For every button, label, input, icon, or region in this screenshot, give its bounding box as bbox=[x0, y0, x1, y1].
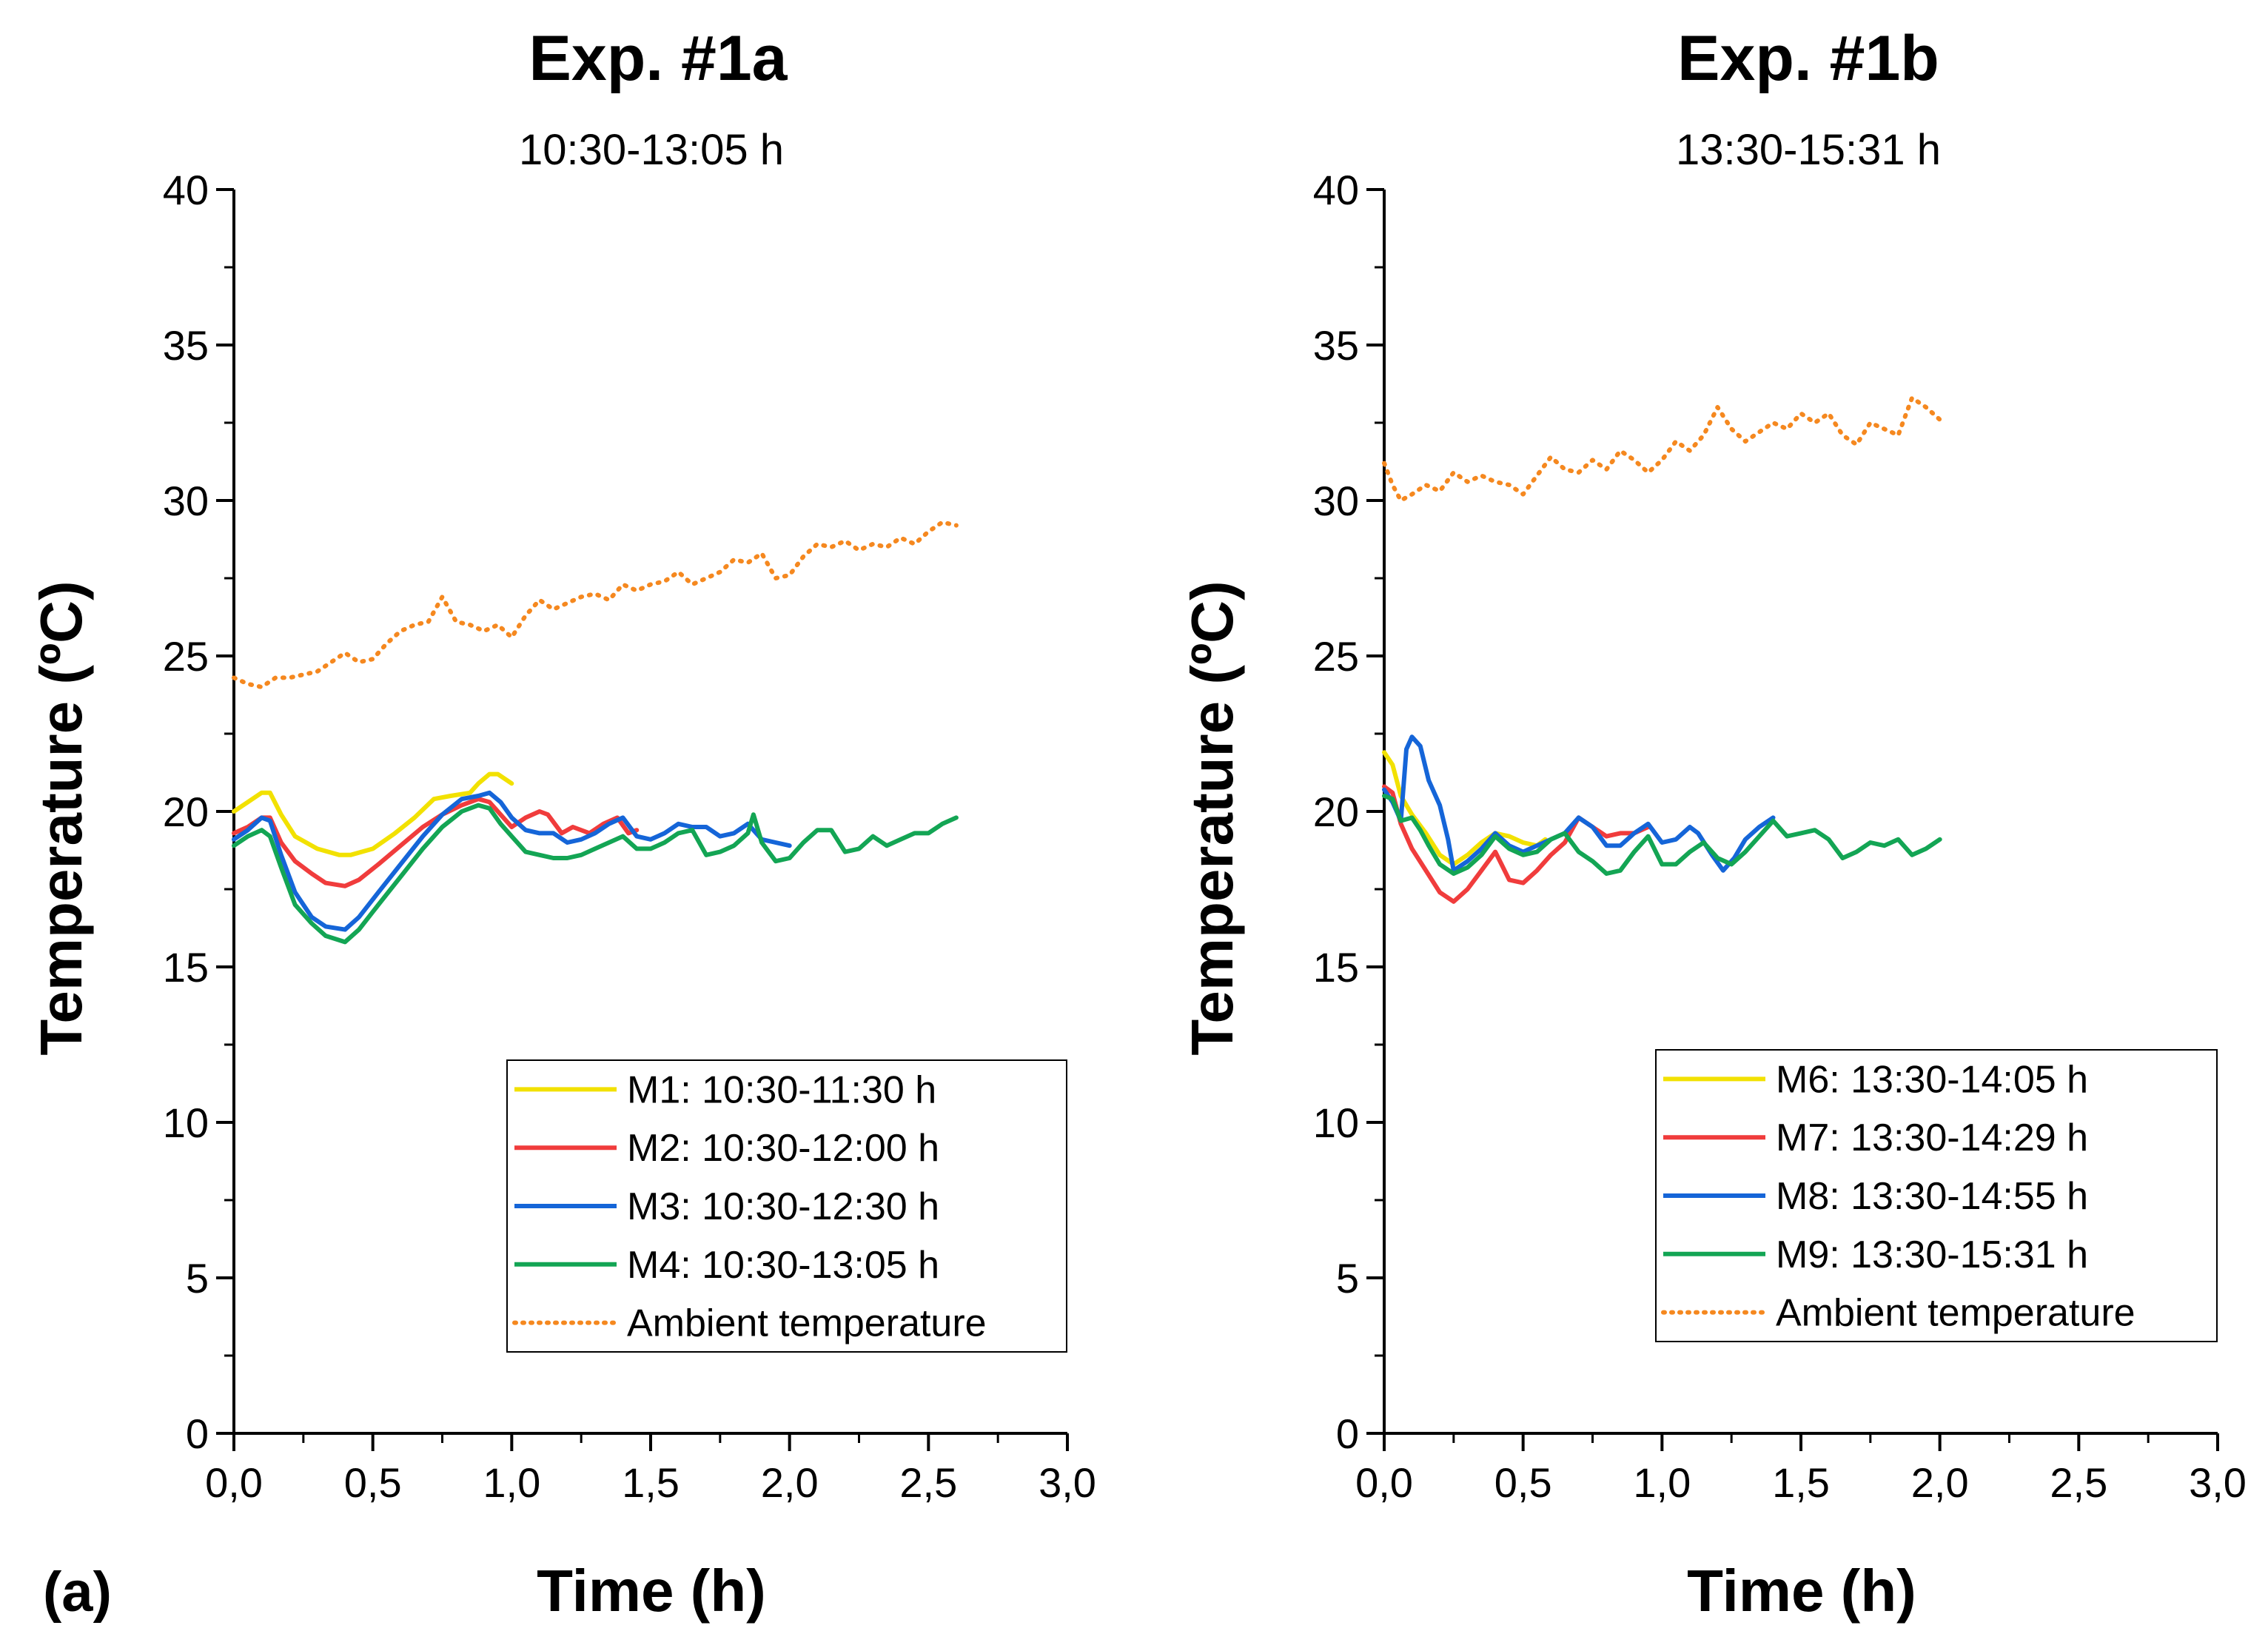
chart-subtitle: 13:30-15:31 h bbox=[1676, 126, 1941, 174]
legend-label: M9: 13:30-15:31 h bbox=[1776, 1233, 2088, 1276]
y-tick-label: 30 bbox=[163, 478, 209, 524]
series-layer bbox=[1382, 395, 1942, 904]
series-line bbox=[1382, 794, 1942, 876]
x-tick-label: 2,5 bbox=[899, 1459, 957, 1506]
y-tick-label: 40 bbox=[1313, 167, 1359, 213]
x-tick-label: 0,5 bbox=[1494, 1459, 1552, 1506]
legend-label: Ambient temperature bbox=[627, 1302, 987, 1345]
legend-label: Ambient temperature bbox=[1776, 1292, 2136, 1335]
y-tick-label: 25 bbox=[1313, 633, 1359, 680]
panel-label: (a) bbox=[43, 1561, 112, 1624]
y-tick-label: 30 bbox=[1313, 478, 1359, 524]
x-tick-label: 1,5 bbox=[622, 1459, 680, 1506]
series-line bbox=[1382, 784, 1651, 904]
legend-box bbox=[1655, 1049, 2218, 1342]
x-tick-label: 2,0 bbox=[1911, 1459, 1969, 1506]
legend: M1: 10:30-11:30 h M2: 10:30-12:00 h M3: 10… bbox=[506, 1059, 1067, 1353]
chart-subtitle: 10:30-13:05 h bbox=[519, 126, 784, 174]
x-tick-label: 1,0 bbox=[1633, 1459, 1691, 1506]
legend-label: M3: 10:30-12:30 h bbox=[627, 1185, 939, 1228]
chart-exp-1a: Exp. #1a 10:30-13:05 h Temperature (ºC) … bbox=[28, 23, 1096, 1624]
series-line bbox=[232, 520, 959, 689]
x-tick-label: 2,0 bbox=[761, 1459, 819, 1506]
legend-label: M1: 10:30-11:30 h bbox=[627, 1068, 936, 1111]
y-tick-label: 5 bbox=[1336, 1255, 1359, 1302]
chart-title: Exp. #1a bbox=[529, 23, 788, 94]
legend-label: M7: 13:30-14:29 h bbox=[1776, 1116, 2088, 1159]
series-layer bbox=[232, 520, 959, 945]
y-axis-label: Temperature (ºC) bbox=[1179, 580, 1245, 1055]
series-line bbox=[1382, 395, 1942, 503]
chart-exp-1b: Exp. #1b 13:30-15:31 h Temperature (ºC) … bbox=[1179, 23, 2247, 1624]
y-tick-label: 0 bbox=[186, 1410, 209, 1457]
x-tick-label: 1,0 bbox=[483, 1459, 540, 1506]
y-tick-label: 35 bbox=[1313, 322, 1359, 369]
series-line bbox=[232, 803, 959, 945]
series-line bbox=[232, 797, 640, 888]
series-line bbox=[232, 771, 514, 857]
y-axis-label: Temperature (ºC) bbox=[28, 580, 94, 1055]
legend-label: M6: 13:30-14:05 h bbox=[1776, 1058, 2088, 1101]
x-tick-label: 3,0 bbox=[2189, 1459, 2247, 1506]
y-tick-label: 10 bbox=[1313, 1099, 1359, 1146]
series-line bbox=[1382, 750, 1548, 867]
x-tick-label: 1,5 bbox=[1772, 1459, 1830, 1506]
x-axis-label: Time (h) bbox=[537, 1558, 766, 1624]
y-tick-label: 40 bbox=[163, 167, 209, 213]
x-tick-label: 0,0 bbox=[1355, 1459, 1413, 1506]
y-tick-label: 20 bbox=[163, 788, 209, 835]
x-tick-label: 2,5 bbox=[2050, 1459, 2107, 1506]
legend-label: M4: 10:30-13:05 h bbox=[627, 1244, 939, 1287]
legend-label: M8: 13:30-14:55 h bbox=[1776, 1175, 2088, 1218]
x-tick-label: 0,5 bbox=[344, 1459, 402, 1506]
chart-title: Exp. #1b bbox=[1677, 23, 1939, 94]
y-tick-label: 0 bbox=[1336, 1410, 1359, 1457]
y-tick-label: 15 bbox=[163, 944, 209, 991]
y-tick-label: 10 bbox=[163, 1099, 209, 1146]
axes-layer: 0 5 10 15 20 25 30 35 40 0,0 0,5 1,0 1,5 2,0 2,5 3,0 bbox=[1313, 167, 2247, 1506]
x-tick-label: 3,0 bbox=[1039, 1459, 1096, 1506]
legend-label: M2: 10:30-12:00 h bbox=[627, 1127, 939, 1170]
series-line bbox=[232, 790, 792, 932]
legend: M6: 13:30-14:05 h M7: 13:30-14:29 h M8: 13… bbox=[1655, 1049, 2218, 1342]
x-tick-label: 0,0 bbox=[205, 1459, 263, 1506]
y-tick-label: 5 bbox=[186, 1255, 209, 1302]
y-tick-label: 25 bbox=[163, 633, 209, 680]
y-tick-label: 15 bbox=[1313, 944, 1359, 991]
x-axis-label: Time (h) bbox=[1687, 1558, 1916, 1624]
y-tick-label: 35 bbox=[163, 322, 209, 369]
axes-layer: 0 5 10 15 20 25 30 35 40 0,0 0,5 1,0 1,5 2,0 2,5 3,0 bbox=[163, 167, 1096, 1506]
y-tick-label: 20 bbox=[1313, 788, 1359, 835]
